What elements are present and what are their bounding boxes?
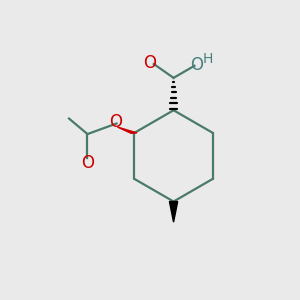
Polygon shape <box>117 127 137 133</box>
Polygon shape <box>169 202 178 222</box>
Text: O: O <box>81 154 94 172</box>
Text: O: O <box>190 56 204 74</box>
Text: O: O <box>110 113 122 131</box>
Text: O: O <box>143 53 156 71</box>
Text: H: H <box>202 52 213 66</box>
